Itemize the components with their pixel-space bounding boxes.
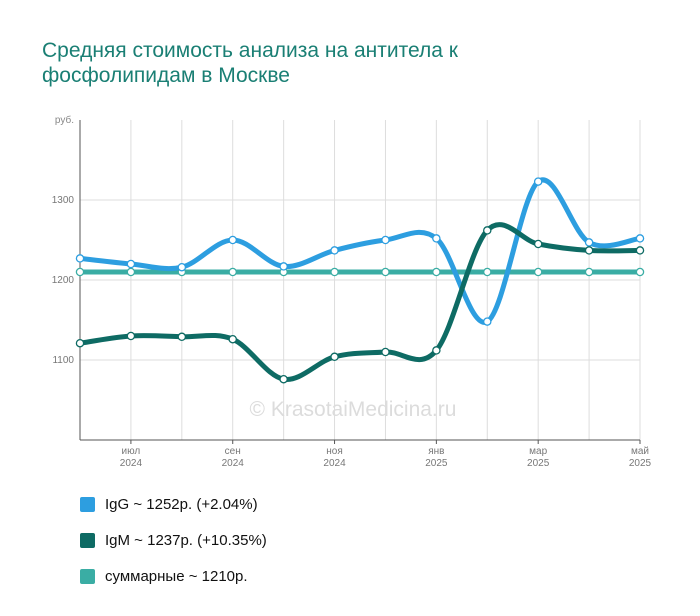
data-point-igm bbox=[635, 246, 645, 255]
data-point-igg bbox=[635, 234, 645, 243]
line-chart: 110012001300июл2024сен2024ноя2024янв2025… bbox=[52, 114, 652, 469]
legend-label-total: суммарные ~ 1210р. bbox=[105, 567, 248, 585]
data-point-total bbox=[126, 267, 136, 277]
series-line-igg bbox=[77, 177, 643, 325]
data-point-total bbox=[330, 267, 339, 277]
x-tick-year: 2024 bbox=[323, 458, 346, 469]
legend-swatch-igm bbox=[80, 532, 95, 548]
data-point-igg bbox=[483, 317, 492, 326]
y-tick-label: 1100 bbox=[52, 355, 74, 366]
series-line-igm bbox=[77, 222, 643, 382]
series bbox=[75, 177, 645, 384]
data-point-total bbox=[533, 267, 543, 277]
data-point-igg bbox=[381, 235, 390, 245]
x-tick-month: сен bbox=[225, 446, 241, 457]
x-tick-year: 2025 bbox=[629, 458, 652, 469]
data-point-igg bbox=[533, 177, 543, 186]
legend-item-igg[interactable]: IgG ~ 1252р. (+2.04%) bbox=[80, 486, 267, 522]
x-tick-month: ноя bbox=[326, 446, 343, 457]
legend: IgG ~ 1252р. (+2.04%) IgM ~ 1237р. (+10.… bbox=[80, 486, 267, 594]
data-point-igm bbox=[228, 334, 237, 344]
x-tick-year: 2024 bbox=[222, 458, 245, 469]
data-point-total bbox=[432, 267, 441, 277]
data-point-total bbox=[584, 267, 594, 277]
x-tick-month: янв bbox=[428, 446, 444, 457]
legend-swatch-igg bbox=[80, 496, 95, 512]
data-point-igg bbox=[75, 254, 85, 263]
data-point-igm bbox=[75, 338, 85, 348]
data-point-total bbox=[483, 267, 492, 277]
data-point-total bbox=[381, 267, 390, 277]
legend-item-igm[interactable]: IgM ~ 1237р. (+10.35%) bbox=[80, 522, 267, 558]
x-tick-month: май bbox=[631, 446, 649, 457]
data-point-igm bbox=[279, 374, 288, 384]
data-point-igg bbox=[584, 238, 594, 247]
data-point-total bbox=[75, 267, 85, 277]
data-point-total bbox=[635, 267, 645, 277]
legend-swatch-total bbox=[80, 568, 95, 584]
grid: 110012001300июл2024сен2024ноя2024янв2025… bbox=[52, 120, 652, 469]
data-point-igg bbox=[228, 235, 237, 245]
data-point-igm bbox=[483, 226, 492, 235]
y-tick-label: 1300 bbox=[52, 195, 75, 206]
legend-item-total[interactable]: суммарные ~ 1210р. bbox=[80, 558, 267, 594]
data-point-igg bbox=[279, 262, 288, 271]
data-point-igg bbox=[126, 259, 136, 269]
data-point-igg bbox=[177, 262, 187, 272]
x-tick-year: 2025 bbox=[527, 458, 550, 469]
data-point-igm bbox=[126, 331, 136, 341]
data-point-igm bbox=[432, 346, 441, 355]
data-point-igg bbox=[330, 246, 339, 255]
data-point-igm bbox=[533, 239, 543, 249]
chart-title: Средняя стоимость анализа на антитела к … bbox=[42, 39, 458, 87]
data-point-total bbox=[228, 267, 237, 277]
x-tick-month: июл bbox=[122, 446, 141, 457]
x-tick-year: 2025 bbox=[425, 458, 448, 469]
data-point-igm bbox=[381, 347, 390, 357]
watermark: © KrasotaiMedicina.ru bbox=[250, 398, 457, 421]
legend-label-igm: IgM ~ 1237р. (+10.35%) bbox=[105, 531, 267, 549]
legend-label-igg: IgG ~ 1252р. (+2.04%) bbox=[105, 495, 258, 513]
x-tick-year: 2024 bbox=[120, 458, 143, 469]
data-point-igm bbox=[330, 352, 339, 362]
data-point-igm bbox=[584, 246, 594, 255]
data-point-igm bbox=[177, 332, 187, 342]
y-unit-label: руб. bbox=[55, 114, 74, 126]
y-tick-label: 1200 bbox=[52, 275, 75, 286]
data-point-igg bbox=[432, 234, 441, 243]
x-tick-month: мар bbox=[529, 446, 547, 457]
